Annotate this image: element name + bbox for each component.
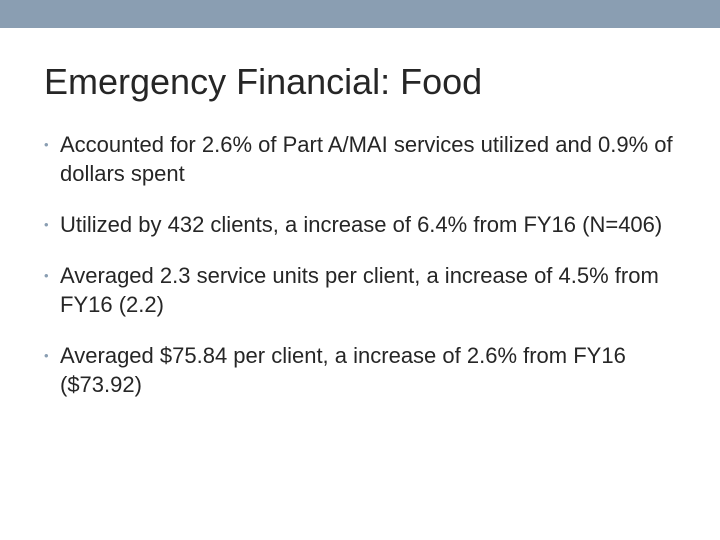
bullet-dot-icon: • bbox=[44, 137, 49, 152]
bullet-text: Averaged 2.3 service units per client, a… bbox=[60, 263, 659, 317]
bullet-item: • Averaged $75.84 per client, a increase… bbox=[44, 341, 684, 399]
bullet-dot-icon: • bbox=[44, 217, 49, 232]
bullet-item: • Averaged 2.3 service units per client,… bbox=[44, 261, 684, 319]
bullet-dot-icon: • bbox=[44, 348, 49, 363]
bullet-text: Averaged $75.84 per client, a increase o… bbox=[60, 343, 626, 397]
bullet-item: • Utilized by 432 clients, a increase of… bbox=[44, 210, 684, 239]
bullet-text: Utilized by 432 clients, a increase of 6… bbox=[60, 212, 663, 237]
bullet-list: • Accounted for 2.6% of Part A/MAI servi… bbox=[44, 130, 684, 421]
bullet-text: Accounted for 2.6% of Part A/MAI service… bbox=[60, 132, 673, 186]
top-accent-bar bbox=[0, 0, 720, 28]
bullet-dot-icon: • bbox=[44, 268, 49, 283]
bullet-item: • Accounted for 2.6% of Part A/MAI servi… bbox=[44, 130, 684, 188]
slide-title: Emergency Financial: Food bbox=[44, 61, 483, 102]
